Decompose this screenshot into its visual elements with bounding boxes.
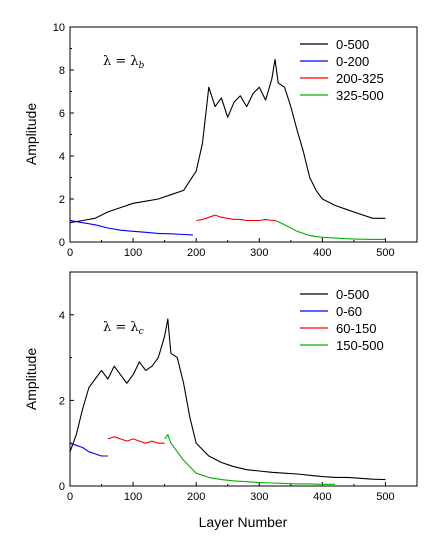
legend-label: 60-150 bbox=[336, 321, 376, 336]
y-tick-label: 2 bbox=[59, 194, 65, 206]
ylabel-bottom: Amplitude bbox=[23, 348, 39, 410]
legend-label: 325-500 bbox=[336, 88, 384, 103]
series-line-200-325 bbox=[196, 215, 275, 220]
x-tick-label: 0 bbox=[67, 491, 73, 503]
series-line-0-200 bbox=[70, 221, 193, 235]
legend-top: 0-500 0-200 200-325 325-500 bbox=[300, 37, 384, 103]
xlabel-bottom: Layer Number bbox=[199, 514, 288, 530]
y-tick-label: 2 bbox=[59, 395, 65, 407]
x-tick-label: 300 bbox=[250, 491, 268, 503]
x-tick-label: 0 bbox=[67, 247, 73, 259]
annotation-bottom: λ = λc bbox=[103, 320, 144, 337]
series-line-325-500 bbox=[275, 221, 386, 240]
x-tick-label: 100 bbox=[124, 491, 142, 503]
legend-bottom: 0-500 0-60 60-150 150-500 bbox=[300, 287, 384, 353]
legend-label: 0-60 bbox=[336, 304, 362, 319]
y-tick-label: 8 bbox=[59, 65, 65, 77]
x-tick-label: 500 bbox=[376, 247, 394, 259]
x-tick-label: 200 bbox=[187, 247, 205, 259]
chart-bottom: 0 100 200 300 400 500 0 2 4 Amplitude Layer Numb… bbox=[23, 272, 417, 530]
legend-label: 0-500 bbox=[336, 287, 369, 302]
plot-frame-bottom bbox=[70, 272, 417, 486]
annotation-top: λ = λb bbox=[103, 54, 145, 71]
x-tick-label: 400 bbox=[313, 491, 331, 503]
x-tick-label: 400 bbox=[313, 247, 331, 259]
annotation-top-main: λ = λ bbox=[103, 54, 139, 69]
legend-label: 0-200 bbox=[336, 54, 369, 69]
series-line-150-500 bbox=[165, 435, 335, 485]
annotation-bottom-sub: c bbox=[139, 327, 144, 337]
y-tick-label: 10 bbox=[53, 22, 65, 34]
y-tick-label: 6 bbox=[59, 108, 65, 120]
y-tick-label: 4 bbox=[59, 310, 65, 322]
x-tick-label: 500 bbox=[376, 491, 394, 503]
y-tick-label: 0 bbox=[59, 481, 65, 493]
y-tick-label: 4 bbox=[59, 151, 65, 163]
series-line-60-150 bbox=[108, 437, 165, 443]
legend-label: 200-325 bbox=[336, 71, 384, 86]
annotation-bottom-main: λ = λ bbox=[103, 320, 139, 335]
series-line-0-60 bbox=[70, 443, 108, 456]
ylabel-top: Amplitude bbox=[23, 103, 39, 165]
annotation-top-sub: b bbox=[139, 61, 145, 71]
x-tick-label: 100 bbox=[124, 247, 142, 259]
legend-label: 0-500 bbox=[336, 37, 369, 52]
chart-top: 0 100 200 300 400 500 0 2 4 6 8 10 Amplitude λ = λb… bbox=[23, 22, 417, 259]
x-tick-label: 300 bbox=[250, 247, 268, 259]
legend-label: 150-500 bbox=[336, 338, 384, 353]
x-tick-label: 200 bbox=[187, 491, 205, 503]
y-tick-label: 0 bbox=[59, 237, 65, 249]
